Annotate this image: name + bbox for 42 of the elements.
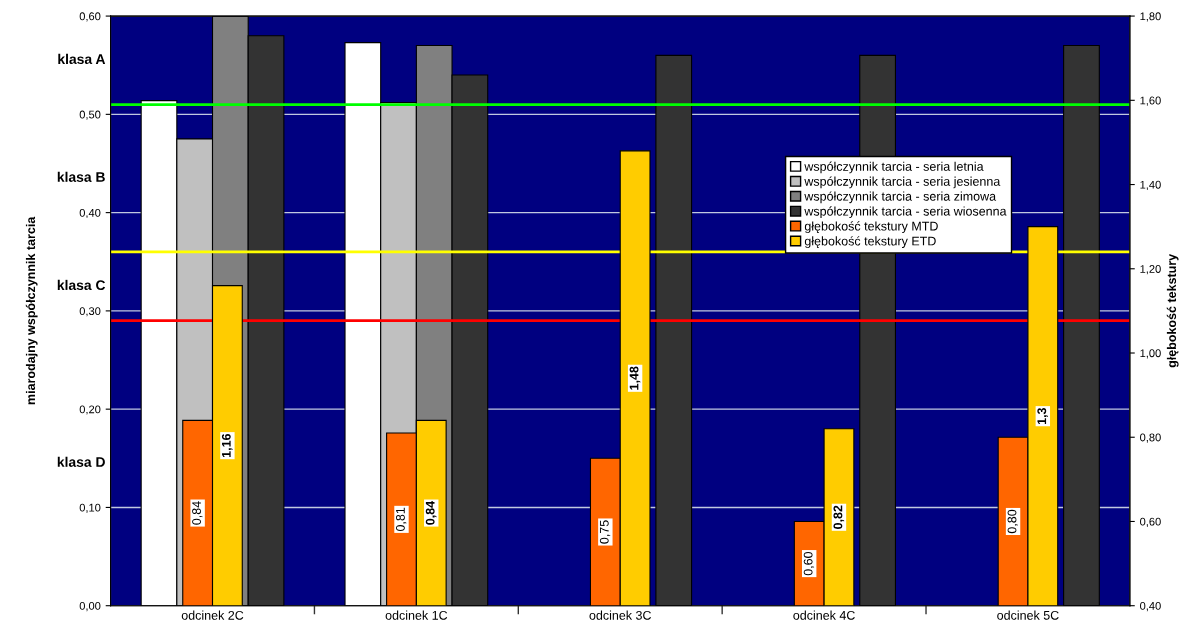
y2-tick-label: 1,80	[1140, 12, 1161, 22]
y-tick-label: 0,30	[79, 307, 101, 317]
legend-label: współczynnik tarcia - seria letnia	[804, 161, 984, 174]
y-tick-label: 0,00	[79, 601, 101, 612]
data-label: 1,48	[629, 366, 641, 390]
x-tick-label: odcinek 4C	[793, 610, 855, 620]
data-label: 1,3	[1037, 407, 1048, 425]
data-label: 0,80	[1007, 509, 1018, 534]
y-tick-label: 0,50	[79, 110, 101, 120]
x-tick-label: odcinek 1C	[385, 610, 448, 620]
text: klasa B	[57, 171, 105, 182]
data-label: 0,82	[833, 505, 845, 529]
y2-tick-label: 0,60	[1140, 517, 1161, 527]
y-tick-label: 0,60	[79, 12, 101, 22]
y2-tick-label: 1,00	[1140, 349, 1161, 359]
text: klasa C	[57, 279, 106, 291]
legend-label: głębokość tekstury ETD	[804, 236, 936, 248]
data-label: 1,16	[221, 433, 233, 458]
data-label: 0,84	[425, 500, 437, 525]
legend-label: współczynnik tarcia - seria wiosenna	[804, 206, 1007, 219]
y-tick-label: 0,20	[79, 405, 101, 415]
data-label: 0,81	[395, 507, 407, 532]
x-tick-label: odcinek 2C	[181, 610, 244, 620]
y-tick-label: 0,10	[79, 503, 101, 513]
y-axis-title: miarodajny współczynnik tarcia	[25, 216, 38, 405]
y-tick-label: 0,40	[79, 208, 101, 219]
y2-tick-label: 1,40	[1140, 180, 1161, 190]
text: klasa D	[57, 456, 105, 467]
legend-label: współczynnik tarcia - seria zimowa	[804, 191, 997, 204]
y2-tick-label: 1,60	[1140, 96, 1161, 106]
data-label: 0,60	[803, 551, 815, 576]
y2-axis-title: głębokość tekstury	[1166, 253, 1179, 368]
data-label: 0,84	[192, 501, 203, 525]
y2-tick-label: 0,80	[1140, 433, 1161, 443]
legend-label: współczynnik tarcia - seria jesienna	[804, 176, 1001, 189]
x-tick-label: odcinek 5C	[997, 610, 1059, 620]
y2-tick-label: 1,20	[1140, 265, 1161, 275]
x-tick-label: odcinek 3C	[589, 610, 652, 620]
data-label: 0,75	[599, 520, 611, 544]
y2-tick-label: 0,40	[1140, 601, 1161, 612]
text: klasa A	[58, 53, 106, 65]
legend-label: głębokość tekstury MTD	[804, 221, 938, 234]
